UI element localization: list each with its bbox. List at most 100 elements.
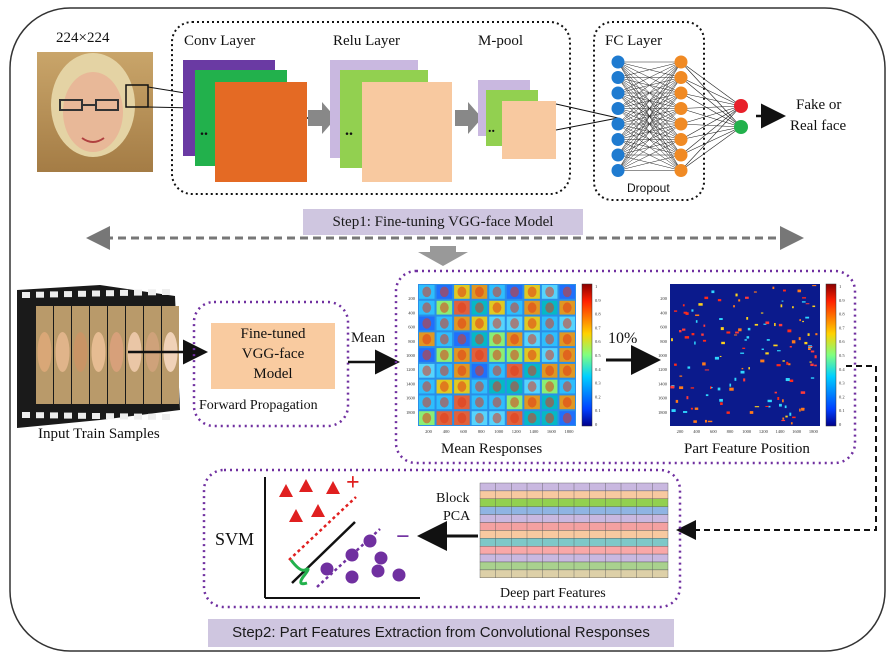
part-feature-spot — [801, 407, 805, 411]
heatmap-face-blob — [475, 397, 484, 408]
part-feature-spot — [694, 407, 699, 410]
fc-input-node — [611, 102, 625, 115]
heatmap-face-blob — [562, 397, 572, 408]
part-heatmap-y-tick: 1600 — [658, 396, 668, 401]
film-hole — [106, 413, 114, 420]
heatmap-y-tick: 400 — [408, 310, 416, 315]
part-feature-spot — [673, 310, 678, 312]
heatmap-face-blob — [562, 286, 572, 298]
film-strip — [17, 285, 180, 428]
fc-hidden-node — [674, 55, 688, 69]
heatmap-face-blob — [510, 397, 519, 408]
part-heatmap-x-tick: 600 — [710, 429, 718, 434]
part-feature-spot — [694, 341, 696, 345]
heatmap-face-blob — [475, 333, 484, 345]
part-feature-spot — [790, 422, 793, 425]
heatmap-face-blob — [562, 381, 572, 392]
part-feature-spot — [788, 363, 791, 366]
heatmap-face-blob — [510, 412, 519, 424]
part-feature-spot — [782, 360, 785, 362]
film-hole — [162, 414, 170, 420]
mean-responses-heatmap: 200 400 600 800 1000 1200 1400 1600 1800 200 400 60… — [406, 284, 576, 434]
part-feature-spot — [792, 306, 794, 309]
heatmap-face-blob — [422, 397, 432, 408]
heatmap-face-blob — [545, 365, 555, 377]
arrow-relu-to-mpool — [455, 102, 482, 134]
part-heatmap-y-tick: 200 — [660, 296, 668, 301]
part-feature-spot — [777, 397, 780, 401]
part-feature-spot — [785, 378, 790, 382]
heatmap-face-blob — [562, 365, 572, 377]
colorbar-tick: 0.2 — [595, 394, 601, 399]
part-feature-spot — [729, 383, 732, 387]
part-feature-spot — [787, 329, 792, 333]
fc-input-node — [611, 133, 625, 146]
svm-positive-sample — [279, 484, 293, 497]
svg-text:..: .. — [345, 122, 353, 139]
part-heatmap-x-tick: 1600 — [792, 429, 802, 434]
heatmap-face-blob — [492, 412, 502, 424]
heatmap-face-blob — [510, 349, 519, 361]
heatmap-x-tick: 600 — [460, 429, 468, 434]
svm-positive-sample — [326, 481, 340, 494]
part-feature-spot — [792, 416, 796, 419]
fc-hidden-node — [674, 86, 688, 100]
part-feature-spot — [782, 399, 784, 403]
part-feature-spot — [767, 399, 772, 403]
colorbar-tick: 0 — [839, 422, 842, 427]
part-feature-spot — [707, 420, 713, 423]
film-face — [73, 332, 88, 372]
heatmap-face-blob — [457, 302, 467, 313]
part-feature-spot — [807, 333, 810, 336]
heatmap-face-blob — [527, 302, 537, 313]
heatmap-face-blob — [422, 302, 432, 313]
part-feature-spot — [763, 323, 767, 325]
down-arrow — [418, 246, 468, 266]
part-feature-spot — [779, 403, 782, 407]
heatmap-y-tick: 1400 — [406, 381, 416, 386]
colorbar-tick: 0.6 — [839, 339, 845, 344]
film-hole — [134, 289, 142, 296]
film-hole — [22, 412, 30, 418]
fc-input-node — [611, 164, 625, 177]
heatmap-x-tick: 1000 — [494, 429, 504, 434]
part-feature-spot — [801, 301, 806, 303]
part-feature-spot — [745, 296, 749, 299]
part-feature-spot — [721, 341, 725, 345]
heatmap-face-blob — [545, 333, 555, 345]
heatmap-face-blob — [457, 349, 467, 361]
svm-positive-sample — [289, 509, 303, 522]
part-feature-spot — [726, 331, 731, 334]
part-heatmap-x-tick: 400 — [693, 429, 701, 434]
heatmap-face-blob — [457, 333, 467, 345]
part-heatmap-x-tick: 1000 — [742, 429, 752, 434]
part-feature-spot — [741, 367, 744, 370]
step2-frame — [202, 468, 682, 609]
colorbar-tick: 1 — [595, 284, 597, 289]
dashed-connector — [676, 365, 877, 540]
part-feature-spot — [768, 405, 771, 408]
svm-negative-sample — [374, 551, 388, 565]
part-feature-spot — [761, 348, 764, 350]
part-feature-spot — [682, 328, 686, 331]
heatmap-face-blob — [545, 381, 555, 392]
receptive-field-box — [125, 84, 149, 108]
svm-negative-sample — [320, 562, 334, 576]
part-feature-spot — [714, 356, 719, 360]
part-feature-spot — [698, 303, 703, 306]
part-feature-spot — [781, 419, 786, 422]
heatmap-face-blob — [510, 381, 519, 392]
part-feature-spot — [684, 336, 690, 339]
heatmap-face-blob — [457, 318, 467, 329]
part-feature-spot — [683, 411, 688, 413]
part-feature-spot — [671, 409, 676, 412]
film-hole — [78, 412, 86, 419]
part-feature-spot — [780, 304, 783, 308]
svg-text:..: .. — [200, 122, 208, 139]
heatmap-y-tick: 600 — [408, 325, 416, 330]
heatmap-face-blob — [562, 318, 572, 329]
part-feature-spot — [785, 415, 788, 418]
part-feature-spot — [805, 303, 810, 305]
part-feature-spot — [734, 377, 737, 381]
